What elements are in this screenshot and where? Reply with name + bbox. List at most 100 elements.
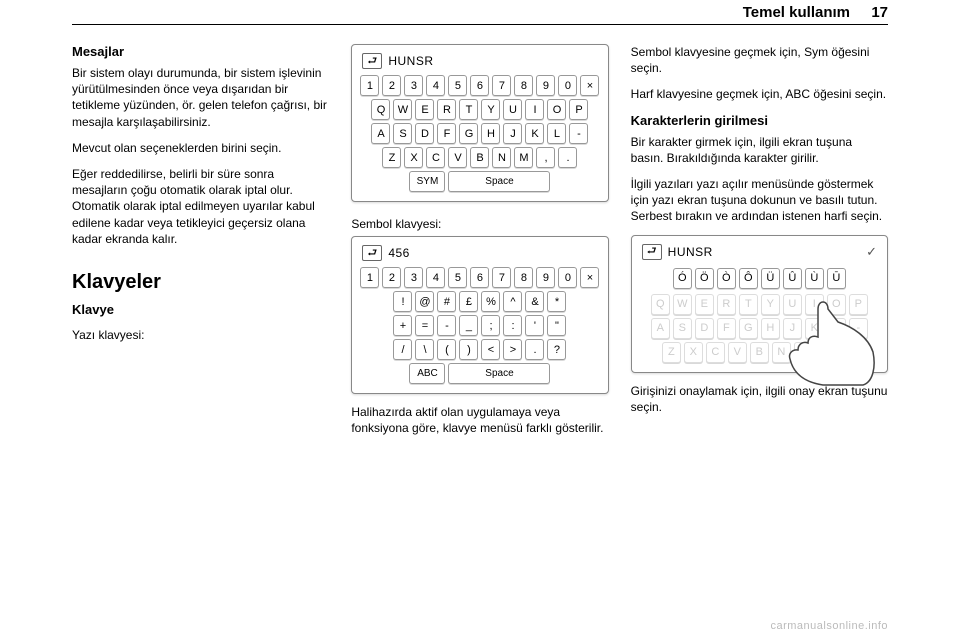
key: Y <box>761 294 780 315</box>
key: 1 <box>360 75 379 96</box>
key: C <box>706 342 725 363</box>
key: % <box>481 291 500 312</box>
key: 2 <box>382 267 401 288</box>
key: 8 <box>514 267 533 288</box>
key: P <box>849 294 868 315</box>
letter-keyboard-caption: Yazı klavyesi: <box>72 327 329 343</box>
key: = <box>415 315 434 336</box>
header-title: Temel kullanım <box>743 4 850 21</box>
popup-row: ÓÖÒÔÜÛÙŪ <box>638 266 881 291</box>
key: . <box>525 339 544 360</box>
kbd-row: ZXCVBNM,. <box>638 342 881 363</box>
space-key: Space <box>448 363 550 384</box>
key: K <box>525 123 544 144</box>
key: I <box>525 99 544 120</box>
key: * <box>547 291 566 312</box>
key: L <box>547 123 566 144</box>
back-icon: ⮐ <box>362 245 382 261</box>
kbd-row: QWERTYUIOP <box>358 99 601 120</box>
key: 0 <box>558 75 577 96</box>
col3-p5: Girişinizi onaylamak için, ilgili onay e… <box>631 383 888 415</box>
key: Z <box>662 342 681 363</box>
footer-watermark: carmanualsonline.info <box>770 620 888 632</box>
key: 1 <box>360 267 379 288</box>
key: 5 <box>448 75 467 96</box>
key: - <box>849 318 868 339</box>
key: Ū <box>827 268 846 289</box>
key: + <box>393 315 412 336</box>
key: 8 <box>514 75 533 96</box>
key: J <box>503 123 522 144</box>
key: A <box>371 123 390 144</box>
key: C <box>426 147 445 168</box>
col3-p1: Sembol klavyesine geçmek için, Sym öğesi… <box>631 44 888 76</box>
col3-p4: İlgili yazıları yazı açılır menüsünde gö… <box>631 176 888 225</box>
key: / <box>393 339 412 360</box>
messages-p2: Mevcut olan seçeneklerden birini seçin. <box>72 140 329 156</box>
key: ! <box>393 291 412 312</box>
key: & <box>525 291 544 312</box>
key: Q <box>371 99 390 120</box>
key: £ <box>459 291 478 312</box>
key: Ò <box>717 268 736 289</box>
key: N <box>492 147 511 168</box>
key: Ó <box>673 268 692 289</box>
key: Ü <box>761 268 780 289</box>
key: \ <box>415 339 434 360</box>
column-1: Mesajlar Bir sistem olayı durumunda, bir… <box>72 44 329 602</box>
key: F <box>437 123 456 144</box>
key: G <box>459 123 478 144</box>
kbd-row: 1234567890× <box>358 75 601 96</box>
symbol-keyboard-caption: Sembol klavyesi: <box>351 216 608 232</box>
keyboard-display-text: HUNSR <box>388 54 433 68</box>
key: ? <box>547 339 566 360</box>
key: ^ <box>503 291 522 312</box>
messages-p3: Eğer reddedilirse, belirli bir süre sonr… <box>72 166 329 247</box>
messages-p1: Bir sistem olayı durumunda, bir sistem i… <box>72 65 329 130</box>
key: Ö <box>695 268 714 289</box>
key: 0 <box>558 267 577 288</box>
key: . <box>558 147 577 168</box>
sym-key: SYM <box>409 171 445 192</box>
key: ) <box>459 339 478 360</box>
key: 4 <box>426 75 445 96</box>
key: I <box>805 294 824 315</box>
key: 9 <box>536 75 555 96</box>
key: O <box>547 99 566 120</box>
kbd-row: ASDFGHJKL- <box>638 318 881 339</box>
key: - <box>437 315 456 336</box>
key: V <box>728 342 747 363</box>
key: T <box>459 99 478 120</box>
key: Ù <box>805 268 824 289</box>
key: E <box>415 99 434 120</box>
key: 7 <box>492 75 511 96</box>
key: R <box>437 99 456 120</box>
back-icon: ⮐ <box>642 244 662 260</box>
key: G <box>739 318 758 339</box>
key: 5 <box>448 267 467 288</box>
key: : <box>503 315 522 336</box>
keyboard-display-text: 456 <box>388 246 410 260</box>
kbd-row: 1234567890× <box>358 267 601 288</box>
back-icon: ⮐ <box>362 53 382 69</box>
key: O <box>827 294 846 315</box>
header-page-number: 17 <box>871 4 888 21</box>
popup-keyboard: ⮐ HUNSR ✓ ÓÖÒÔÜÛÙŪ QWERTYUIOP ASDFGHJKL-… <box>631 235 888 373</box>
key: T <box>739 294 758 315</box>
key: ; <box>481 315 500 336</box>
key: L <box>827 318 846 339</box>
col3-p3: Bir karakter girmek için, ilgili ekran t… <box>631 134 888 166</box>
col3-p2: Harf klavyesine geçmek için, ABC öğesini… <box>631 86 888 102</box>
key: Y <box>481 99 500 120</box>
key: S <box>673 318 692 339</box>
key: B <box>470 147 489 168</box>
key: # <box>437 291 456 312</box>
key: D <box>695 318 714 339</box>
key: < <box>481 339 500 360</box>
kbd-row: !@#£%^&* <box>358 291 601 312</box>
key: F <box>717 318 736 339</box>
key: H <box>761 318 780 339</box>
key: 7 <box>492 267 511 288</box>
key: 3 <box>404 75 423 96</box>
messages-heading: Mesajlar <box>72 44 329 59</box>
